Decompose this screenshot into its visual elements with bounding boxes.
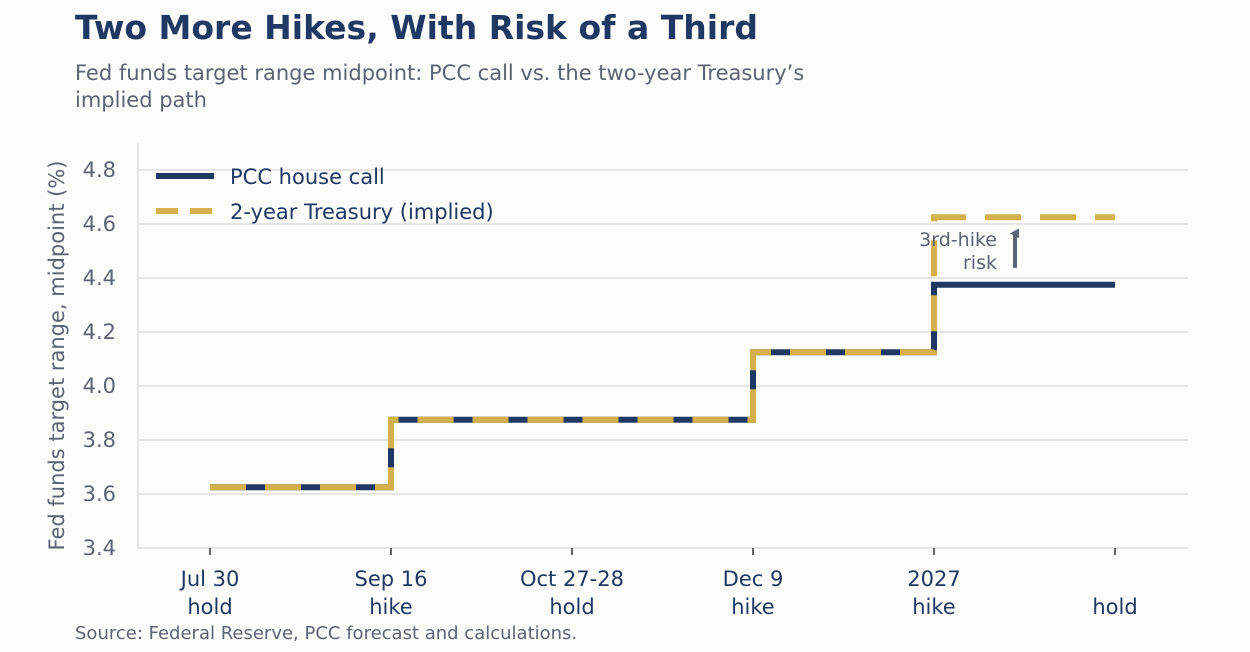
chart-subtitle: Fed funds target range midpoint: PCC cal… [75, 61, 805, 112]
gridlines [138, 169, 1188, 549]
y-tick-label: 4.0 [83, 374, 116, 398]
x-tick-sublabel: hold [1092, 595, 1137, 619]
x-tick-label: Dec 9 [723, 567, 784, 591]
legend-label: 2-year Treasury (implied) [230, 200, 494, 224]
y-tick-label: 3.8 [83, 428, 116, 452]
x-tick-sublabel: hike [731, 595, 774, 619]
x-tick-label: 2027 [907, 567, 960, 591]
chart-title: Two More Hikes, With Risk of a Third [75, 8, 758, 47]
annotation-text: 3rd-hike [919, 229, 997, 251]
y-tick-label: 4.6 [83, 212, 116, 236]
annotation-text: risk [963, 252, 997, 274]
y-tick-label: 4.4 [83, 266, 116, 290]
legend-label: PCC house call [230, 165, 385, 189]
y-axis-label: Fed funds target range, midpoint (%) [45, 161, 69, 551]
y-tick-label: 3.4 [83, 536, 116, 560]
x-tick-sublabel: hold [549, 595, 594, 619]
y-tick-label: 4.2 [83, 320, 116, 344]
y-tick-label: 4.8 [83, 158, 116, 182]
y-tick-label: 3.6 [83, 482, 116, 506]
x-tick-sublabel: hike [369, 595, 412, 619]
series-line-treasury [210, 214, 1115, 491]
x-tick-sublabel: hike [912, 595, 955, 619]
x-tick-label: Oct 27-28 [520, 567, 624, 591]
axes: 3.4 3.6 3.8 4.0 4.2 4.4 4.6 4.8 Jul 30 hold Sep 16… [83, 143, 1138, 619]
x-tick-label: Sep 16 [355, 567, 428, 591]
source-note: Source: Federal Reserve, PCC forecast an… [75, 623, 578, 644]
x-tick-label: Jul 30 [179, 567, 240, 591]
x-tick-sublabel: hold [187, 595, 232, 619]
series-group [210, 214, 1115, 491]
legend: PCC house call 2-year Treasury (implied) [156, 165, 494, 224]
